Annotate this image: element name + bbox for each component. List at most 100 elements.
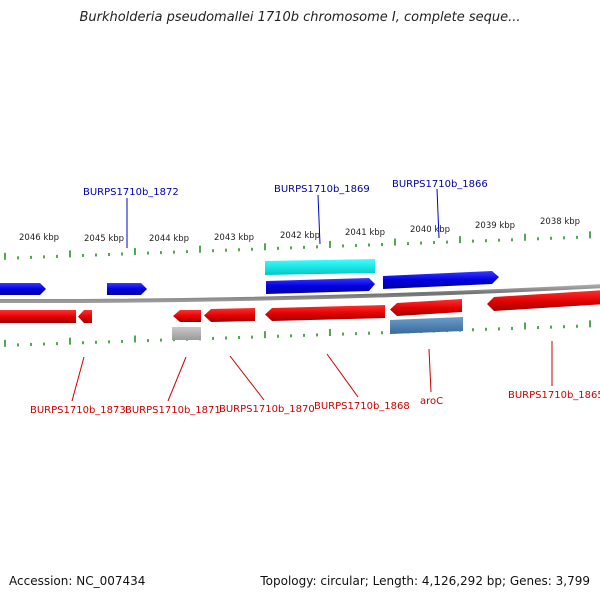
scale-labels: 2046 kbp 2045 kbp 2044 kbp 2043 kbp 2042… [19,217,580,244]
minor-tick [381,331,383,335]
minor-tick [472,328,474,332]
minor-tick [511,238,513,242]
minor-tick [498,238,500,242]
gene-label-1870[interactable]: BURPS1710b_1870 [219,404,315,415]
minor-tick [355,243,357,247]
minor-tick [576,324,578,328]
minor-tick [95,253,97,257]
minor-tick [43,255,45,259]
minor-tick [381,242,383,246]
minor-tick [225,248,227,252]
feature-grey-1871[interactable] [172,327,201,340]
feature-steel-aroC[interactable] [390,317,463,334]
minor-tick [238,248,240,252]
minor-tick [212,336,214,340]
gene-label-1869[interactable]: BURPS1710b_1869 [274,184,370,195]
minor-tick [160,338,162,342]
minor-tick [511,326,513,330]
chromosome-backbone [0,284,600,304]
minor-tick [82,253,84,257]
minor-tick [147,339,149,343]
minor-tick [121,339,123,343]
minor-tick [108,253,110,257]
minor-tick [173,250,175,254]
major-tick [69,337,71,345]
leader-line [326,353,359,398]
forward-strand-features [0,259,499,295]
minor-tick [368,331,370,335]
major-tick [394,238,396,246]
scale-label: 2041 kbp [345,228,385,238]
minor-tick [56,254,58,258]
upper-tick-track [4,231,591,260]
gene-label-aroC[interactable]: aroC [420,396,443,407]
minor-tick [433,241,435,245]
minor-tick [43,342,45,346]
minor-tick [147,251,149,255]
minor-tick [355,332,357,336]
gene-label-1866[interactable]: BURPS1710b_1866 [392,179,488,190]
scale-label: 2038 kbp [540,217,580,227]
lower-tick-track [4,320,591,347]
gene-forward-1[interactable] [0,283,46,295]
gene-label-1872[interactable]: BURPS1710b_1872 [83,187,179,198]
major-tick [524,322,526,330]
minor-tick [121,252,123,256]
major-tick [134,248,136,256]
minor-tick [95,340,97,344]
leader-line [428,348,432,393]
major-tick [69,250,71,258]
minor-tick [537,326,539,330]
gene-reverse-1868[interactable] [265,305,385,321]
gene-label-1873[interactable]: BURPS1710b_1873 [30,405,126,416]
gene-forward-1869[interactable] [266,278,375,294]
minor-tick [30,255,32,259]
bottom-gene-labels: BURPS1710b_1873 BURPS1710b_1871 BURPS171… [30,341,600,416]
scale-label: 2043 kbp [214,233,254,243]
gene-label-1871[interactable]: BURPS1710b_1871 [125,405,221,416]
gene-reverse-small[interactable] [78,310,92,323]
minor-tick [251,247,253,251]
minor-tick [238,336,240,340]
feature-cyan-1869[interactable] [265,259,375,275]
minor-tick [17,343,19,347]
gene-reverse-aroC[interactable] [390,299,462,316]
minor-tick [576,235,578,239]
scale-label: 2046 kbp [19,233,59,243]
minor-tick [472,239,474,243]
major-tick [524,233,526,241]
major-tick [264,243,266,251]
leader-line [229,355,265,401]
minor-tick [407,242,409,246]
minor-tick [290,246,292,250]
gene-label-1865[interactable]: BURPS1710b_1865 [508,390,600,401]
minor-tick [342,332,344,336]
minor-tick [290,334,292,338]
minor-tick [550,236,552,240]
minor-tick [225,336,227,340]
gene-label-1868[interactable]: BURPS1710b_1868 [314,401,410,412]
minor-tick [563,236,565,240]
scale-label: 2044 kbp [149,234,189,244]
minor-tick [420,241,422,245]
minor-tick [303,333,305,337]
minor-tick [316,333,318,337]
gene-forward-1866[interactable] [383,271,499,289]
gene-reverse-1871[interactable] [173,310,201,322]
leader-line [167,356,187,402]
gene-forward-1872[interactable] [107,283,147,295]
gene-reverse-1870[interactable] [204,308,255,322]
minor-tick [446,240,448,244]
minor-tick [342,244,344,248]
gene-reverse-1873[interactable] [0,310,76,323]
topology-text: Topology: circular; Length: 4,126,292 bp… [260,574,590,588]
scale-label: 2045 kbp [84,234,124,244]
scale-label: 2042 kbp [280,231,320,241]
major-tick [4,252,6,260]
gene-reverse-1865[interactable] [487,290,600,311]
reverse-strand-features [0,290,600,340]
minor-tick [550,325,552,329]
minor-tick [186,250,188,254]
minor-tick [537,237,539,241]
